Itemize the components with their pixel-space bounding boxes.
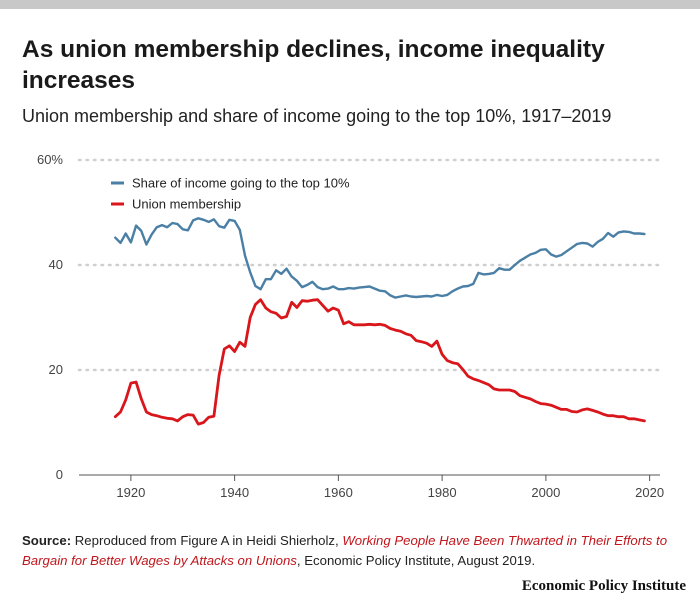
legend: Share of income going to the top 10% Unio… [111,176,350,212]
x-tick-label: 1920 [116,485,145,500]
x-tick-label: 1980 [428,485,457,500]
series-lines [113,217,646,426]
x-tick-label: 1940 [220,485,249,500]
gridlines [77,158,662,372]
y-tick-label: 20 [49,362,63,377]
legend-label: Union membership [132,197,241,212]
source-text-before: Reproduced from Figure A in Heidi Shierh… [74,533,339,548]
y-tick-label: 60% [37,152,63,167]
x-tick-label: 1960 [324,485,353,500]
axes: 0 20 40 60% 1920 1940 1960 1980 2000 2020 [37,152,664,500]
legend-label: Share of income going to the top 10% [132,176,350,191]
chart-title: As union membership declines, income ine… [22,36,605,94]
source-text-after: , Economic Policy Institute, August 2019… [296,553,536,568]
series-line-union-membership [113,298,646,426]
chart-subtitle: Union membership and share of income goi… [22,106,612,126]
x-tick-label: 2000 [531,485,560,500]
x-tick-label: 2020 [635,485,664,500]
source-label: Source: [22,533,72,548]
source-report-link[interactable]: Working People Have Been Thwarted in The… [22,533,668,568]
top-border-bar [0,0,700,9]
source-note: Source: Reproduced from Figure A in Heid… [22,531,687,571]
series-line-top-10-share [114,217,646,299]
line-chart: 0 20 40 60% 1920 1940 1960 1980 2000 2020 Share o… [37,152,664,500]
y-tick-label: 0 [56,467,63,482]
epi-logo: Economic Policy Institute [521,578,686,594]
y-tick-label: 40 [49,257,63,272]
